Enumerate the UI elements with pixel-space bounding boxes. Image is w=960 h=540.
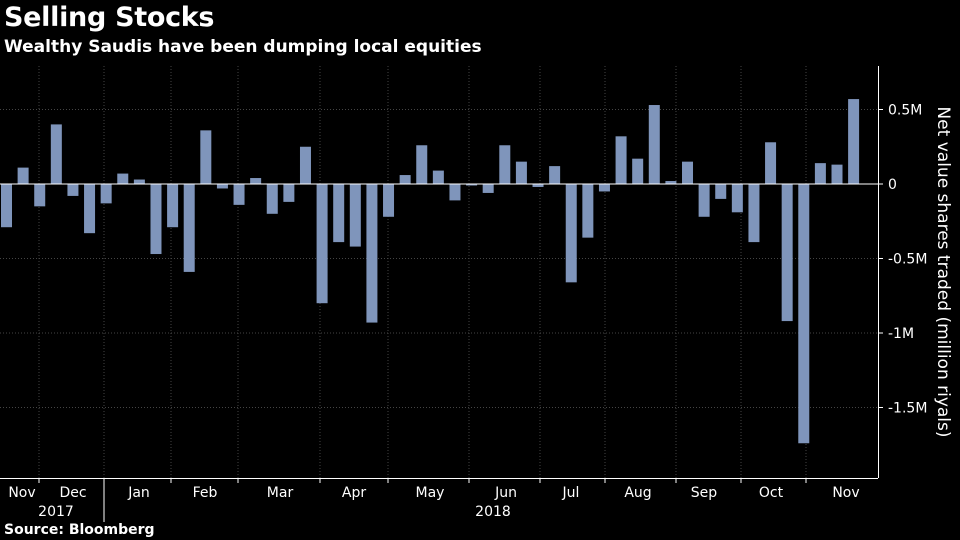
x-tick-label: Aug [624, 485, 651, 501]
bar [682, 161, 694, 184]
bar [432, 170, 444, 184]
bar [848, 99, 860, 184]
bar [366, 184, 378, 323]
bar [565, 184, 577, 283]
bar [831, 164, 843, 184]
bar [117, 173, 129, 184]
bar [383, 184, 395, 217]
bar [615, 136, 627, 184]
x-tick-label: Sep [691, 485, 718, 501]
y-tick-label: 0.5M [888, 103, 922, 119]
bar [299, 146, 311, 184]
bar [200, 130, 212, 184]
bar [216, 184, 228, 189]
year-label: 2018 [475, 504, 511, 520]
bar [781, 184, 793, 322]
bar [499, 145, 511, 184]
y-tick-label: -1.5M [888, 401, 927, 417]
y-tick-label: -0.5M [888, 252, 927, 268]
x-tick-label: May [416, 485, 445, 501]
bar [549, 166, 561, 184]
chart-title: Selling Stocks [4, 2, 215, 33]
x-tick-label: Nov [832, 485, 859, 501]
bar [150, 184, 162, 255]
bar [17, 167, 29, 184]
bar [1, 184, 12, 228]
bar [266, 184, 278, 214]
chart-subtitle: Wealthy Saudis have been dumping local e… [4, 37, 482, 57]
bar [598, 184, 610, 192]
x-tick-label: Apr [342, 485, 366, 501]
x-tick-label: Nov [8, 485, 35, 501]
bar [34, 184, 46, 207]
bar [167, 184, 179, 228]
x-tick-label: Mar [267, 485, 294, 501]
y-tick-label: -1M [888, 326, 914, 342]
bar [67, 184, 79, 196]
y-axis-title: Net value shares traded (million riyals) [933, 106, 953, 437]
bar [731, 184, 743, 213]
bar [632, 158, 644, 184]
x-tick-label: Jul [562, 485, 580, 501]
bar [748, 184, 760, 243]
bar [449, 184, 461, 201]
bar [316, 184, 328, 304]
bar [50, 124, 62, 184]
tick-labels: 0.5M 0 -0.5M -1M -1.5M Nov Dec Jan Feb Mar Apr May J… [8, 103, 953, 521]
bar [482, 184, 494, 193]
bar [233, 184, 245, 205]
bar [648, 105, 660, 184]
bar [698, 184, 710, 217]
gridlines [0, 66, 878, 478]
y-tick-label: 0 [888, 177, 897, 193]
bar [333, 184, 345, 243]
bar [765, 142, 777, 184]
bar [515, 161, 527, 184]
bar [183, 184, 195, 272]
bar [283, 184, 295, 202]
bar [349, 184, 361, 247]
bar [715, 184, 727, 199]
bar [532, 184, 544, 187]
bars [1, 99, 860, 444]
bar [84, 184, 96, 234]
bar [798, 184, 810, 444]
x-tick-label: Dec [59, 485, 86, 501]
bar [100, 184, 112, 204]
bar [466, 184, 478, 186]
source-note: Source: Bloomberg [4, 522, 155, 538]
x-tick-label: Feb [193, 485, 218, 501]
axes [0, 66, 883, 522]
bar [814, 163, 826, 184]
bar [416, 145, 428, 184]
bar [399, 175, 411, 184]
bar [582, 184, 594, 238]
bar [665, 181, 677, 184]
x-tick-label: Jan [127, 485, 150, 501]
x-tick-label: Oct [759, 485, 784, 501]
bar [250, 178, 262, 184]
x-tick-label: Jun [494, 485, 517, 501]
bar [133, 179, 145, 184]
year-label: 2017 [38, 504, 74, 520]
